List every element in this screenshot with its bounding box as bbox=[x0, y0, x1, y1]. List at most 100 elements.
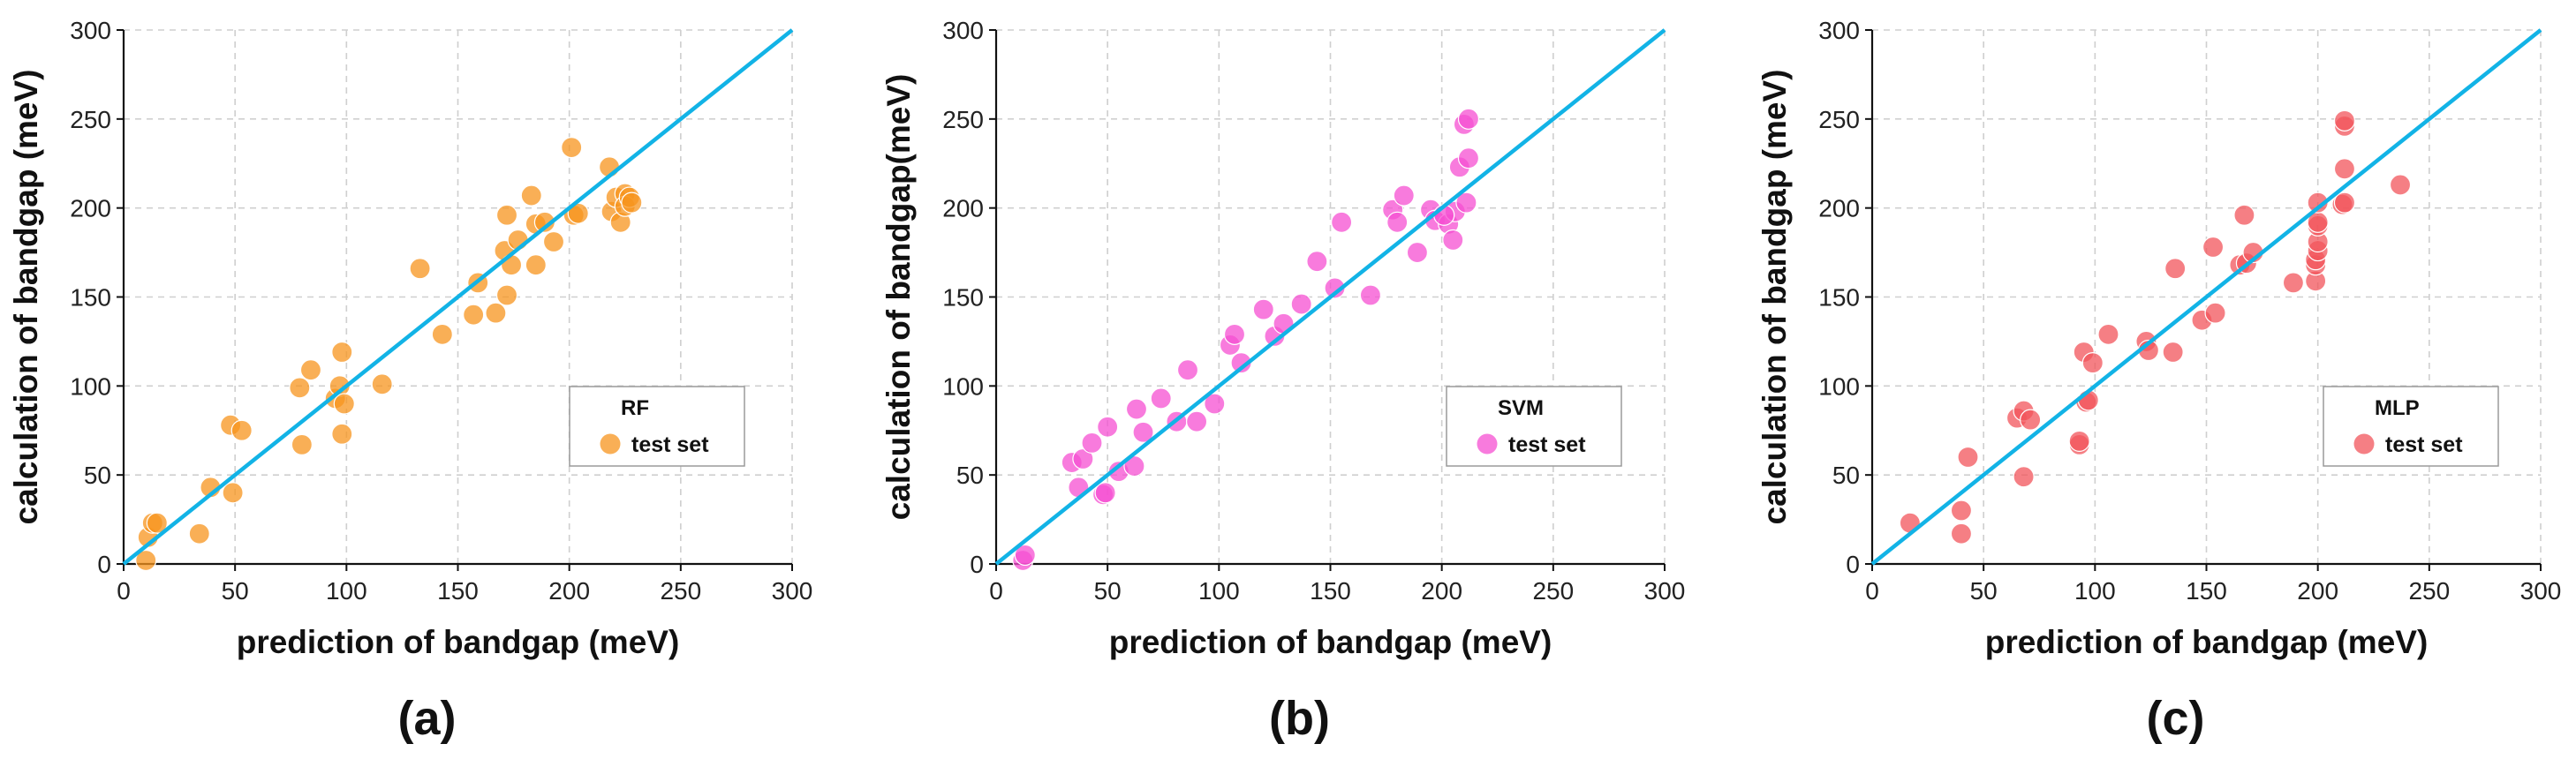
data-point bbox=[1457, 108, 1480, 130]
data-point bbox=[2068, 430, 2090, 452]
y-tick-label: 200 bbox=[70, 195, 111, 222]
data-point bbox=[299, 359, 322, 381]
data-point bbox=[1132, 421, 1154, 443]
data-point bbox=[1176, 359, 1199, 381]
data-point bbox=[2389, 174, 2412, 196]
data-point bbox=[409, 258, 431, 280]
data-point bbox=[1204, 393, 1226, 415]
x-tick-label: 100 bbox=[326, 577, 367, 605]
legend-marker bbox=[2353, 433, 2375, 455]
legend: RF test set bbox=[569, 386, 745, 467]
data-point bbox=[463, 304, 485, 326]
y-tick-label: 250 bbox=[1818, 106, 1860, 133]
y-tick-label: 300 bbox=[70, 17, 111, 44]
y-tick-label: 200 bbox=[942, 195, 984, 222]
y-tick-label: 150 bbox=[70, 284, 111, 312]
data-point bbox=[1230, 352, 1252, 374]
data-point bbox=[1386, 211, 1409, 233]
x-tick-label: 250 bbox=[2408, 577, 2450, 605]
data-point bbox=[135, 549, 157, 572]
x-tick-label: 200 bbox=[1421, 577, 1462, 605]
data-point bbox=[2204, 302, 2226, 324]
data-point bbox=[1359, 284, 1382, 306]
y-tick-label: 0 bbox=[1846, 551, 1860, 578]
data-point bbox=[2282, 272, 2305, 294]
x-tick-label: 100 bbox=[1198, 577, 1240, 605]
y-tick-label: 100 bbox=[70, 372, 111, 400]
y-tick-label: 150 bbox=[942, 284, 984, 312]
data-point bbox=[431, 323, 453, 345]
data-point bbox=[1393, 184, 1415, 207]
data-point bbox=[2202, 236, 2225, 259]
y-tick-label: 50 bbox=[1832, 462, 1860, 489]
x-tick-label: 300 bbox=[1644, 577, 1686, 605]
data-point bbox=[2333, 192, 2356, 214]
y-axis-title: calculation of bandgap(meV) bbox=[880, 74, 917, 521]
data-point bbox=[621, 192, 643, 214]
legend-title: RF bbox=[621, 396, 649, 420]
x-tick-label: 200 bbox=[548, 577, 590, 605]
y-tick-label: 150 bbox=[1818, 284, 1860, 312]
data-point bbox=[525, 254, 547, 276]
reference-line-y-equals-x bbox=[1870, 28, 2542, 566]
y-tick-label: 200 bbox=[1818, 195, 1860, 222]
y-tick-label: 250 bbox=[70, 106, 111, 133]
legend-marker bbox=[600, 433, 621, 455]
data-point bbox=[331, 341, 353, 364]
data-point bbox=[1306, 251, 1328, 273]
x-tick-label: 250 bbox=[660, 577, 701, 605]
legend-title: SVM bbox=[1498, 396, 1544, 420]
data-point bbox=[2233, 204, 2255, 226]
x-tick-label: 50 bbox=[1094, 577, 1122, 605]
data-point bbox=[1150, 387, 1172, 410]
y-tick-label: 250 bbox=[942, 106, 984, 133]
x-axis-title: prediction of bandgap (meV) bbox=[1985, 624, 2429, 660]
data-point bbox=[331, 423, 353, 445]
data-point bbox=[2307, 192, 2329, 214]
y-tick-label: 0 bbox=[97, 551, 111, 578]
y-tick-label: 0 bbox=[970, 551, 984, 578]
data-point bbox=[1950, 522, 1973, 545]
data-point bbox=[533, 211, 556, 233]
x-tick-label: 150 bbox=[1310, 577, 1351, 605]
legend-box bbox=[2323, 386, 2499, 467]
data-point bbox=[1185, 410, 1208, 432]
data-point bbox=[1081, 432, 1103, 454]
x-axis-title: prediction of bandgap (meV) bbox=[237, 624, 680, 660]
data-point bbox=[2164, 258, 2187, 280]
legend-entry: test set bbox=[1508, 432, 1586, 457]
legend-box bbox=[569, 386, 745, 467]
x-tick-label: 100 bbox=[2074, 577, 2116, 605]
x-tick-label: 150 bbox=[2186, 577, 2227, 605]
data-point bbox=[1094, 482, 1116, 504]
x-tick-label: 250 bbox=[1532, 577, 1574, 605]
legend-entry: test set bbox=[631, 432, 709, 457]
scatter-panel-svm: 0 50 100 150 200 250 300 0 50 100 150 200 250 300 SVM t… bbox=[880, 17, 1685, 745]
data-point bbox=[146, 512, 168, 534]
data-point bbox=[2162, 341, 2184, 364]
data-point bbox=[1223, 323, 1246, 345]
panel-label: (b) bbox=[1269, 692, 1330, 745]
legend: MLP test set bbox=[2323, 386, 2499, 467]
data-point bbox=[495, 284, 518, 306]
data-point bbox=[371, 373, 393, 395]
data-point bbox=[222, 482, 244, 504]
data-point bbox=[1406, 241, 1429, 264]
data-point bbox=[2333, 158, 2356, 180]
legend-entry: test set bbox=[2385, 432, 2463, 457]
data-point bbox=[1125, 398, 1148, 420]
x-tick-label: 150 bbox=[437, 577, 479, 605]
y-tick-label: 300 bbox=[1818, 17, 1860, 44]
data-point bbox=[1957, 446, 1979, 469]
scatter-panel-rf: 0 50 100 150 200 250 300 0 50 100 150 200 250 300 RF te… bbox=[8, 17, 812, 745]
legend-marker bbox=[1477, 433, 1498, 455]
x-tick-label: 0 bbox=[1865, 577, 1879, 605]
scatter-panel-mlp: 0 50 100 150 200 250 300 0 50 100 150 200 250 300 MLP t… bbox=[1756, 17, 2561, 745]
data-point bbox=[1014, 544, 1036, 567]
legend: SVM test set bbox=[1446, 386, 1622, 467]
reference-line-y-equals-x bbox=[122, 28, 794, 566]
legend-title: MLP bbox=[2375, 396, 2420, 420]
data-point bbox=[1290, 293, 1312, 315]
data-point bbox=[2013, 466, 2035, 488]
